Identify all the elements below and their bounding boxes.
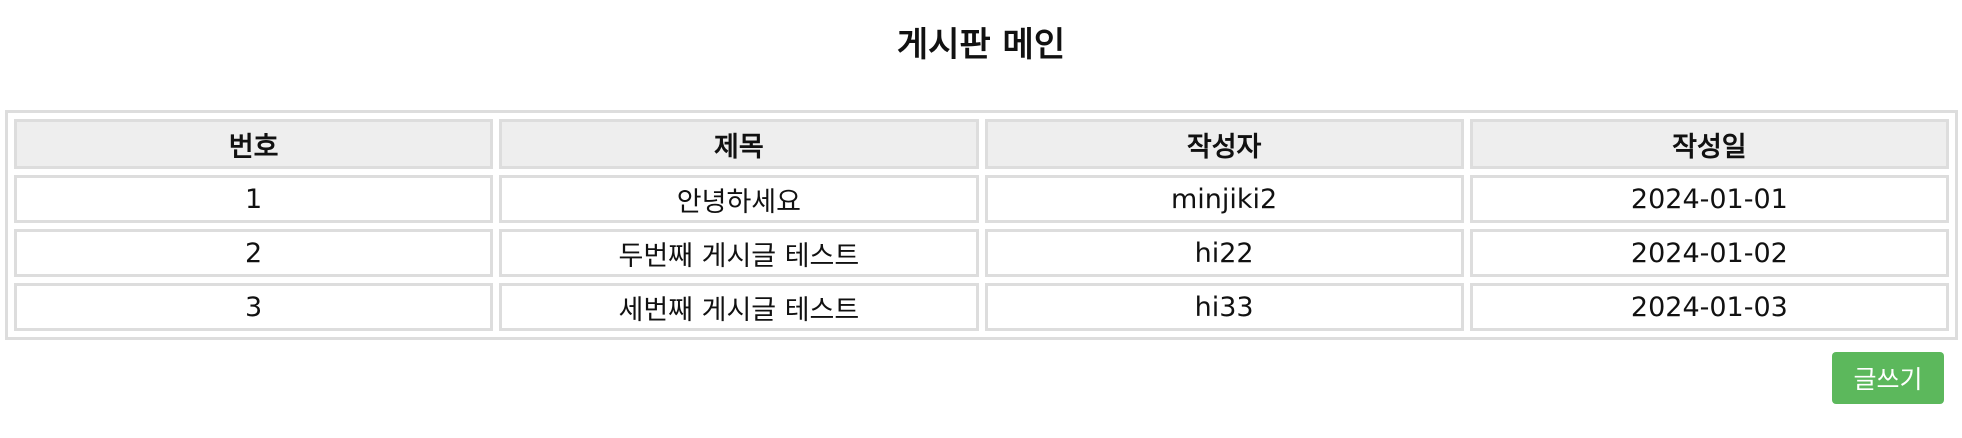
cell-date: 2024-01-03 bbox=[1469, 283, 1949, 331]
table-row[interactable]: 1 안녕하세요 minjiki2 2024-01-01 bbox=[14, 175, 1949, 223]
cell-number: 2 bbox=[14, 229, 494, 277]
cell-title[interactable]: 세번째 게시글 테스트 bbox=[499, 283, 979, 331]
board-table: 번호 제목 작성자 작성일 1 안녕하세요 minjiki2 2024-01-0… bbox=[5, 110, 1958, 340]
cell-date: 2024-01-01 bbox=[1469, 175, 1949, 223]
header-title: 제목 bbox=[499, 119, 979, 169]
cell-number: 3 bbox=[14, 283, 494, 331]
page-title: 게시판 메인 bbox=[896, 25, 1066, 65]
cell-author: hi22 bbox=[984, 229, 1464, 277]
header-author: 작성자 bbox=[984, 119, 1464, 169]
cell-number: 1 bbox=[14, 175, 494, 223]
table-header-row: 번호 제목 작성자 작성일 bbox=[14, 119, 1949, 169]
cell-title[interactable]: 두번째 게시글 테스트 bbox=[499, 229, 979, 277]
table-row[interactable]: 3 세번째 게시글 테스트 hi33 2024-01-03 bbox=[14, 283, 1949, 331]
header-date: 작성일 bbox=[1469, 119, 1949, 169]
cell-author: hi33 bbox=[984, 283, 1464, 331]
header-number: 번호 bbox=[14, 119, 494, 169]
cell-author: minjiki2 bbox=[984, 175, 1464, 223]
table-row[interactable]: 2 두번째 게시글 테스트 hi22 2024-01-02 bbox=[14, 229, 1949, 277]
cell-title[interactable]: 안녕하세요 bbox=[499, 175, 979, 223]
cell-date: 2024-01-02 bbox=[1469, 229, 1949, 277]
write-post-button[interactable]: 글쓰기 bbox=[1832, 352, 1944, 404]
